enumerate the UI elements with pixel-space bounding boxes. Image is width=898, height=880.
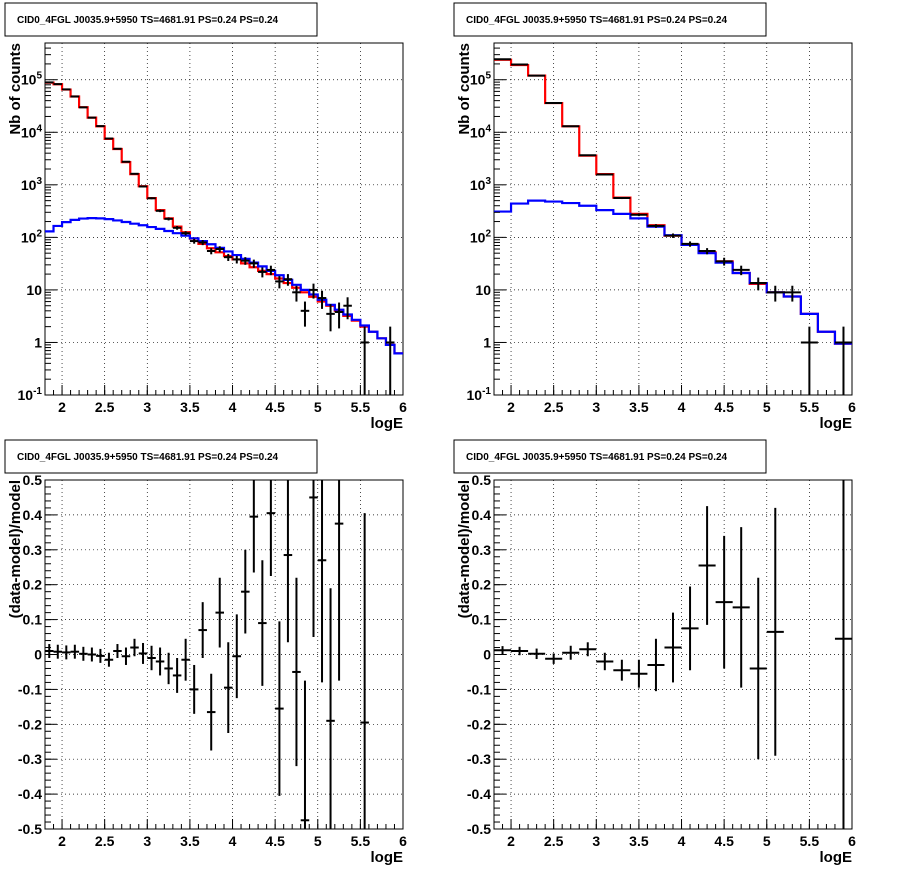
x-tick-label: 5.5 <box>800 833 820 849</box>
chart-title: CID0_4FGL J0035.9+5950 TS=4681.91 PS=0.2… <box>466 452 728 463</box>
x-tick-label: 4 <box>678 833 686 849</box>
y-tick-label: 105 <box>21 71 43 88</box>
y-tick-label: 10 <box>26 282 42 298</box>
x-axis-label: logE <box>371 415 404 432</box>
y-tick-label: 1 <box>34 334 42 350</box>
y-tick-label: 0.4 <box>472 507 492 523</box>
y-tick-label: 104 <box>470 123 492 140</box>
x-axis-label: logE <box>820 849 853 866</box>
x-tick-label: 4 <box>229 833 237 849</box>
y-tick-label: 0.1 <box>23 612 43 628</box>
x-tick-label: 5.5 <box>800 399 820 415</box>
x-axis-label: logE <box>371 849 404 866</box>
title-box <box>453 2 767 37</box>
y-tick-label: 0 <box>483 647 491 663</box>
chart-panel-3: CID0_4FGL J0035.9+5950 TS=4681.91 PS=0.2… <box>4 439 407 866</box>
y-tick-label: -0.2 <box>18 716 42 732</box>
y-tick-label: 0.3 <box>472 542 492 558</box>
x-tick-label: 3 <box>143 399 151 415</box>
x-tick-label: 4.5 <box>714 833 734 849</box>
x-tick-label: 3.5 <box>629 399 649 415</box>
x-tick-label: 2.5 <box>95 399 115 415</box>
y-tick-label: 0 <box>34 647 42 663</box>
x-tick-label: 5 <box>314 399 322 415</box>
x-tick-label: 3 <box>592 833 600 849</box>
y-tick-label: -0.4 <box>467 786 491 802</box>
y-tick-label: -0.4 <box>18 786 42 802</box>
x-tick-label: 4.5 <box>265 833 285 849</box>
y-tick-label: 1 <box>483 334 491 350</box>
plot-area <box>44 479 404 830</box>
y-tick-label: 104 <box>21 123 43 140</box>
x-tick-label: 2 <box>58 833 66 849</box>
y-tick-label: 0.2 <box>23 577 43 593</box>
x-tick-label: 5.5 <box>351 833 371 849</box>
x-tick-label: 2 <box>507 399 515 415</box>
x-tick-label: 4.5 <box>714 399 734 415</box>
chart-panel-4: CID0_4FGL J0035.9+5950 TS=4681.91 PS=0.2… <box>453 439 856 866</box>
y-tick-label: 103 <box>21 176 43 193</box>
x-tick-label: 3.5 <box>629 833 649 849</box>
y-tick-label: -0.1 <box>18 681 42 697</box>
y-tick-label: 0.2 <box>472 577 492 593</box>
y-tick-label: 0.1 <box>472 612 492 628</box>
x-tick-label: 3.5 <box>180 833 200 849</box>
y-tick-label: 0.3 <box>23 542 43 558</box>
y-tick-label: 10-1 <box>467 386 492 403</box>
y-axis-label: (data-model)/model <box>456 480 473 618</box>
x-tick-label: 5 <box>314 833 322 849</box>
plot-content <box>45 43 403 395</box>
y-axis-label: Nb of counts <box>456 43 473 135</box>
y-tick-label: 0.4 <box>23 507 43 523</box>
chart-title: CID0_4FGL J0035.9+5950 TS=4681.91 PS=0.2… <box>466 15 728 26</box>
y-tick-label: 103 <box>470 176 492 193</box>
y-tick-label: 0.5 <box>472 472 492 488</box>
x-tick-label: 5 <box>763 833 771 849</box>
y-tick-label: -0.5 <box>467 821 491 837</box>
y-tick-label: 10-1 <box>18 386 43 403</box>
x-tick-label: 2.5 <box>544 833 564 849</box>
plot-content <box>494 43 852 395</box>
plot-content <box>45 480 403 829</box>
x-tick-label: 5 <box>763 399 771 415</box>
x-tick-label: 6 <box>848 833 856 849</box>
chart-title: CID0_4FGL J0035.9+5950 TS=4681.91 PS=0.2… <box>17 15 279 26</box>
x-tick-label: 6 <box>399 399 407 415</box>
title-box <box>453 439 767 474</box>
x-tick-label: 2 <box>58 399 66 415</box>
x-tick-label: 4 <box>229 399 237 415</box>
x-axis-label: logE <box>820 415 853 432</box>
y-tick-label: -0.5 <box>18 821 42 837</box>
x-tick-label: 2 <box>507 833 515 849</box>
y-tick-label: -0.3 <box>467 751 491 767</box>
y-axis-label: Nb of counts <box>7 43 24 135</box>
x-tick-label: 4 <box>678 399 686 415</box>
x-tick-label: 2.5 <box>95 833 115 849</box>
title-box <box>4 2 318 37</box>
x-tick-label: 3 <box>592 399 600 415</box>
x-tick-label: 3 <box>143 833 151 849</box>
chart-title: CID0_4FGL J0035.9+5950 TS=4681.91 PS=0.2… <box>17 452 279 463</box>
plot-content <box>494 480 852 829</box>
y-tick-label: 102 <box>470 228 492 245</box>
y-axis-label: (data-model)/model <box>7 480 24 618</box>
y-tick-label: -0.1 <box>467 681 491 697</box>
x-tick-label: 6 <box>848 399 856 415</box>
x-tick-label: 4.5 <box>265 399 285 415</box>
x-tick-label: 3.5 <box>180 399 200 415</box>
title-box <box>4 439 318 474</box>
y-tick-label: -0.3 <box>18 751 42 767</box>
chart-panel-1: CID0_4FGL J0035.9+5950 TS=4681.91 PS=0.2… <box>4 2 407 432</box>
y-tick-label: 0.5 <box>23 472 43 488</box>
y-tick-label: 102 <box>21 228 43 245</box>
y-tick-label: -0.2 <box>467 716 491 732</box>
x-tick-label: 6 <box>399 833 407 849</box>
chart-panel-2: CID0_4FGL J0035.9+5950 TS=4681.91 PS=0.2… <box>453 2 856 432</box>
y-tick-label: 105 <box>470 71 492 88</box>
y-tick-label: 10 <box>475 282 491 298</box>
x-tick-label: 2.5 <box>544 399 564 415</box>
x-tick-label: 5.5 <box>351 399 371 415</box>
